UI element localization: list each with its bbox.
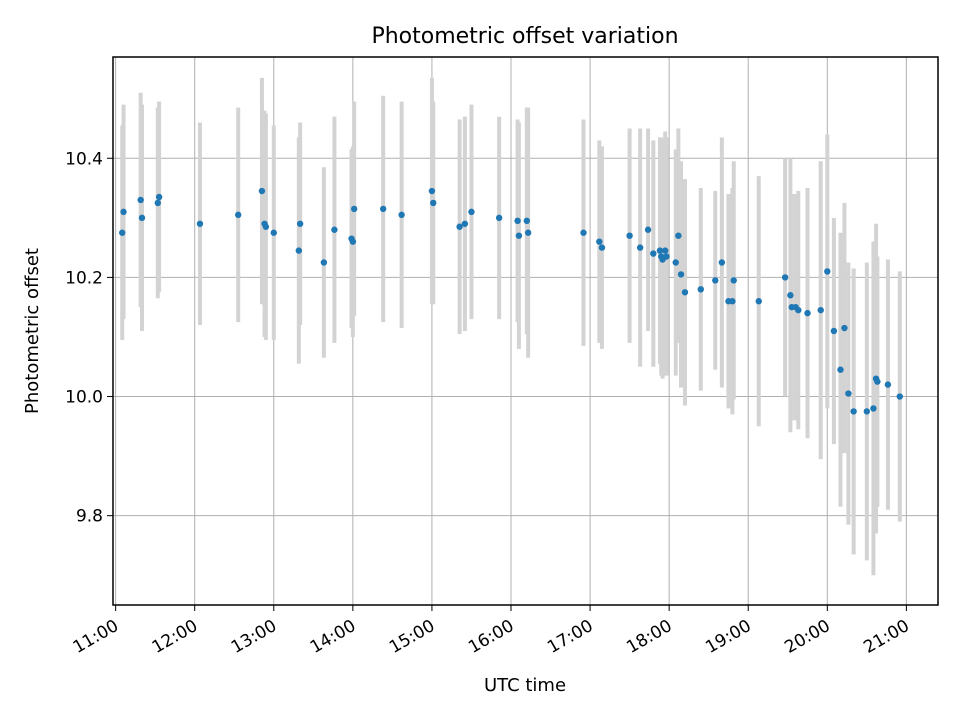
data-point [697,286,704,293]
data-point [120,208,127,216]
data-point [781,274,789,281]
data-point [841,324,848,332]
data-point [398,211,405,219]
data-point [515,232,523,239]
data-point [718,259,726,266]
data-point [672,259,679,266]
data-point [677,271,685,278]
data-point [712,277,719,284]
data-point [845,390,852,397]
data-point [824,268,831,275]
data-point [830,327,838,335]
data-point [262,223,270,230]
data-point [349,238,357,245]
data-point [661,247,669,254]
data-point [787,292,794,299]
data-point [626,232,633,239]
data-point [137,196,144,204]
y-tick-label: 10.4 [65,149,103,169]
y-tick-label: 10.2 [65,268,103,288]
data-point [730,277,737,284]
x-axis-label: UTC time [484,675,566,696]
data-point [650,250,657,257]
data-point [884,381,892,388]
data-point [138,214,146,222]
data-point [795,306,802,314]
data-point [296,220,304,227]
data-point [644,226,652,233]
data-point [817,306,824,314]
data-point [870,405,877,412]
data-point [755,298,762,305]
y-axis-label: Photometric offset [22,248,43,414]
data-point [675,232,682,239]
data-point [896,393,903,400]
data-point [350,205,358,213]
data-point [430,199,437,207]
data-point [656,247,664,254]
data-point [119,229,126,236]
data-point [468,208,475,216]
y-axis-ticks: 9.8 10.0 10.2 10.4 [65,149,113,527]
data-point [196,220,204,227]
data-point [524,229,532,236]
data-point [874,378,881,385]
data-point [270,229,277,236]
data-point [636,244,644,251]
data-point [320,259,328,266]
data-point [258,187,266,195]
data-points [119,187,903,415]
data-point [155,193,163,201]
data-point [379,205,387,213]
data-point [461,220,469,227]
data-point [523,217,531,225]
data-point [514,217,521,225]
chart-title: Photometric offset variation [371,24,678,49]
data-point [234,211,242,219]
plot-frame [112,56,939,606]
y-tick-label: 10.0 [65,388,103,408]
data-point [580,229,587,236]
y-tick-label: 9.8 [76,507,103,527]
data-point [331,226,338,233]
data-point [456,223,463,230]
data-point [663,253,670,260]
data-point [729,298,736,305]
data-point [804,309,811,317]
data-point [850,408,857,415]
data-point [598,244,606,251]
data-point [837,366,844,373]
data-point [863,408,871,415]
data-point [596,238,603,245]
data-point [495,214,503,222]
data-point [681,289,689,296]
data-point [428,187,436,195]
data-point [295,247,303,254]
data-point [154,199,162,207]
